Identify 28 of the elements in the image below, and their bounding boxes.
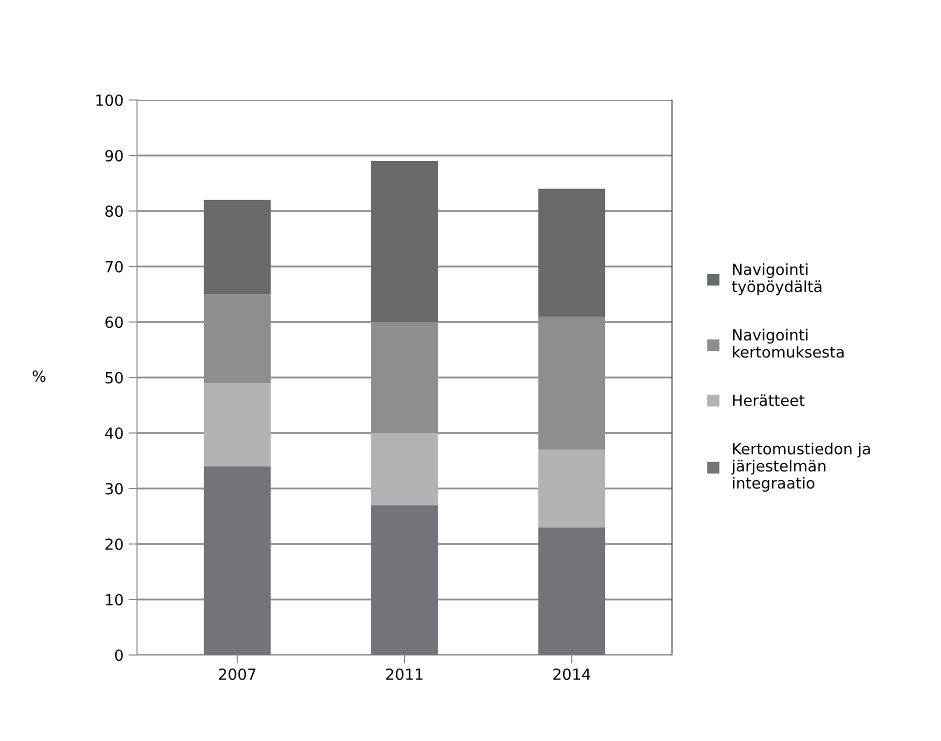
bar — [371, 505, 438, 655]
y-tick-label: 20 — [105, 538, 123, 550]
y-tick-label: 80 — [105, 205, 123, 218]
y-tick-label: 60 — [105, 316, 123, 328]
x-tick-label: 2007 — [218, 668, 256, 680]
y-tick-label: 10 — [106, 594, 123, 606]
bar — [204, 200, 271, 294]
bar — [371, 433, 438, 506]
legend-label: Herätteet — [733, 394, 805, 406]
y-tick-label: 30 — [106, 482, 123, 495]
x-tick-label: 2014 — [553, 668, 590, 680]
bar — [371, 161, 438, 322]
legend-label: Kertomustiedon ja järjestelmän integraatio — [731, 442, 870, 492]
legend-label: Navigointi kertomuksesta — [732, 328, 844, 358]
bar — [538, 527, 606, 655]
y-tick-label: 50 — [106, 372, 123, 384]
bar — [538, 450, 606, 528]
legend-label: Navigointi työpöydältä — [732, 263, 822, 296]
bar — [538, 188, 606, 316]
y-axis-title: % — [32, 370, 46, 382]
y-tick-label: 70 — [106, 260, 123, 273]
x-tick-label: 2011 — [386, 668, 423, 680]
y-tick-label: 90 — [105, 150, 123, 162]
bar — [204, 383, 271, 466]
bar — [204, 466, 271, 655]
y-tick-label: 0 — [115, 649, 123, 662]
y-tick-label: 40 — [105, 427, 123, 440]
y-tick-label: 100 — [96, 94, 123, 106]
